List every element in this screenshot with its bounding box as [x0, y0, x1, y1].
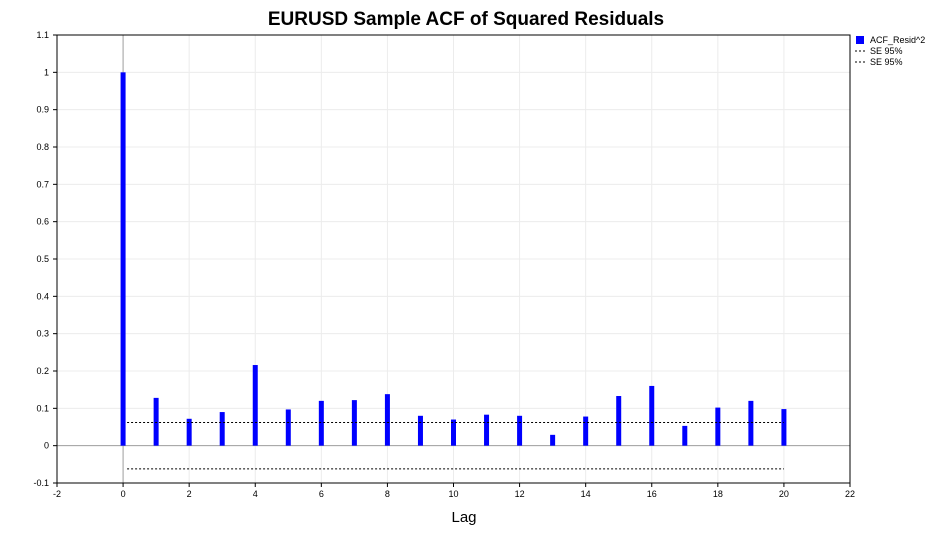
y-tick-label: 0.2: [36, 366, 49, 376]
acf-bar-lag-11: [484, 414, 490, 446]
y-tick-label: 0: [44, 441, 49, 451]
acf-bar-lag-19: [748, 400, 754, 446]
y-tick-label: 0.4: [36, 291, 49, 301]
x-tick-label: 16: [647, 489, 657, 499]
acf-bar-lag-4: [252, 365, 258, 446]
acf-bar-lag-6: [318, 400, 324, 446]
x-tick-label: -2: [53, 489, 61, 499]
y-tick-label: 0.6: [36, 217, 49, 227]
se-confidence-lines: [127, 422, 784, 470]
x-tick-label: 20: [779, 489, 789, 499]
acf-bar-lag-0: [120, 72, 126, 446]
acf-bar-lag-17: [682, 425, 688, 446]
acf-bar-lag-20: [781, 409, 787, 446]
x-tick-label: 12: [515, 489, 525, 499]
y-tick-label: -0.1: [33, 478, 49, 488]
acf-bar-lag-18: [715, 407, 721, 446]
x-tick-label: 0: [121, 489, 126, 499]
y-tick-label: 0.1: [36, 403, 49, 413]
acf-bar-lag-12: [517, 415, 523, 446]
x-axis-ticks: -2 0 2 4 6 8 10 12 14 16 18 20 22: [53, 483, 855, 499]
acf-bar-lag-14: [583, 416, 589, 446]
legend-label: ACF_Resid^2: [870, 35, 925, 45]
acf-bar-lag-3: [219, 412, 225, 446]
y-tick-label: 0.5: [36, 254, 49, 264]
x-tick-label: 22: [845, 489, 855, 499]
y-tick-label: 1.1: [36, 30, 49, 40]
acf-bar-lag-13: [550, 434, 556, 446]
acf-bar-lag-7: [351, 400, 357, 446]
legend: ACF_Resid^2SE 95%SE 95%: [855, 35, 925, 67]
x-tick-label: 6: [319, 489, 324, 499]
legend-swatch-bar: [856, 36, 864, 44]
legend-label: SE 95%: [870, 46, 903, 56]
y-tick-label: 0.8: [36, 142, 49, 152]
x-tick-label: 8: [385, 489, 390, 499]
x-tick-label: 4: [253, 489, 258, 499]
y-tick-label: 0.7: [36, 179, 49, 189]
acf-bar-lag-8: [384, 394, 390, 446]
chart-title: EURUSD Sample ACF of Squared Residuals: [268, 9, 664, 30]
acf-bar-lag-16: [649, 385, 655, 446]
acf-bar-lag-15: [616, 396, 622, 446]
acf-bars: [120, 72, 787, 446]
y-tick-label: 0.3: [36, 329, 49, 339]
acf-bar-lag-5: [285, 409, 291, 446]
x-tick-label: 14: [581, 489, 591, 499]
legend-label: SE 95%: [870, 57, 903, 67]
x-tick-label: 10: [448, 489, 458, 499]
x-tick-label: 2: [187, 489, 192, 499]
x-axis-title: Lag: [451, 509, 476, 526]
x-tick-label: 18: [713, 489, 723, 499]
y-tick-label: 1: [44, 67, 49, 77]
acf-bar-lag-9: [417, 415, 423, 446]
acf-bar-lag-10: [451, 419, 456, 446]
acf-bar-lag-1: [153, 397, 159, 446]
acf-bar-lag-2: [186, 418, 192, 446]
y-tick-label: 0.9: [36, 105, 49, 115]
y-axis-ticks: -0.1 0 0.1 0.2 0.3 0.4 0.5 0.6 0.7 0.8 0.9 1 1.1: [33, 30, 57, 488]
